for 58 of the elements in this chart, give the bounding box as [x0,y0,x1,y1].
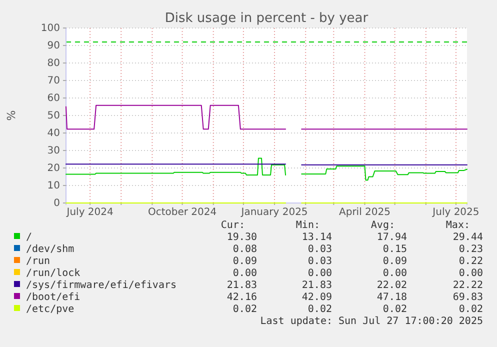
x-tick-label: July 2024 [66,207,114,218]
text: 42.09 [302,292,332,303]
legend-label: /dev/shm [26,244,74,255]
text: 0.08 [232,244,257,255]
x-tick-label: January 2025 [240,207,308,218]
text: 0.02 [382,304,407,315]
text: 29.44 [452,232,483,243]
text: 0.22 [458,256,483,267]
y-axis-title: % [5,110,18,121]
text: 0.00 [308,268,332,279]
y-tick-label: 100 [40,23,60,34]
y-tick-label: 10 [47,180,60,192]
y-tick-label: 50 [47,110,60,122]
text: 22.22 [452,280,483,291]
text: 21.83 [302,280,332,291]
text: 0.09 [382,256,407,267]
text: Cur: [220,220,245,231]
legend-label: / [26,232,32,243]
text: Avg: [370,220,395,231]
text: 0.02 [232,304,257,315]
text: 21.83 [226,280,257,291]
legend-label: /run/lock [26,268,80,279]
text: 0.00 [458,268,483,279]
y-tick-label: 70 [47,76,60,87]
legend-label: /etc/pve [26,304,74,315]
text: 17.94 [376,232,407,243]
chart-title: Disk usage in percent - by year [164,11,369,26]
y-tick-label: 0 [54,198,60,210]
legend-label: /run [26,256,50,267]
y-tick-label: 20 [47,163,60,174]
text: 0.03 [308,256,332,267]
text: Last update: Sun Jul 27 17:00:20 2025 [260,316,483,327]
text: 0.23 [458,244,483,255]
y-tick-label: 30 [47,146,60,157]
text: 0.09 [232,256,257,267]
y-tick-label: 90 [47,40,60,52]
text: 0.02 [308,304,332,315]
text: 0.02 [458,304,483,315]
x-tick-label: April 2025 [339,207,390,218]
x-tick-label: July 2025 [432,207,480,218]
text: 13.14 [302,232,332,243]
text: 47.18 [376,292,407,303]
x-tick-label: October 2024 [148,207,217,218]
text: 0.00 [232,268,257,279]
text: 69.83 [452,292,483,303]
text: 19.30 [226,232,257,243]
text: 0.00 [382,268,407,279]
y-tick-label: 60 [47,93,60,104]
text: 42.16 [226,292,257,303]
legend-label: /sys/firmware/efi/efivars [26,280,177,291]
text: 0.15 [382,244,407,255]
legend-label: /boot/efi [26,292,80,303]
y-tick-label: 40 [47,128,60,140]
y-tick-label: 80 [47,58,60,70]
text: Max: [446,220,470,231]
text: 22.02 [376,280,407,291]
text: 0.03 [308,244,332,255]
text: Min: [296,220,320,231]
